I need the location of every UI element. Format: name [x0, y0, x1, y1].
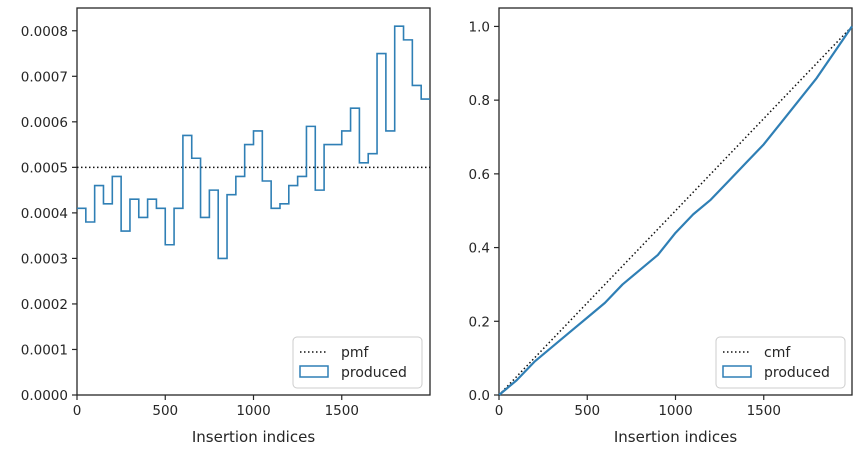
left-y-tick-label: 0.0002: [21, 297, 68, 313]
right-x-tick-label: 1000: [658, 403, 692, 419]
right-x-axis-label: Insertion indices: [614, 428, 737, 446]
left-x-tick-label: 1500: [325, 403, 359, 419]
left-data-layer: [77, 25, 430, 260]
right-y-tick-label: 0.2: [469, 314, 490, 330]
produced-cumulative-line: [498, 25, 853, 396]
right-chart: 0 500 1000 1500 0.0 0.2 0.4 0.6 0.8 1.0 Insertion…: [469, 7, 853, 446]
left-legend-produced-swatch: [299, 365, 329, 378]
right-y-tick-label: 0.6: [469, 167, 490, 183]
left-y-tick-label: 0.0000: [21, 388, 68, 404]
left-y-tick-label: 0.0004: [21, 206, 68, 222]
right-y-tick-label: 1.0: [469, 19, 490, 35]
produced-histogram-step: [77, 25, 430, 260]
left-x-tick-label: 500: [152, 403, 178, 419]
right-x-tick-label: 500: [574, 403, 600, 419]
left-y-tick-label: 0.0007: [21, 69, 68, 85]
left-y-tick-label: 0.0006: [21, 115, 68, 131]
right-legend-box: [715, 336, 846, 389]
right-y-tick-label: 0.8: [469, 93, 490, 109]
left-x-tick-label: 0: [73, 403, 82, 419]
right-legend: cmf produced: [715, 336, 846, 389]
right-x-tick-label: 1500: [747, 403, 781, 419]
left-y-tick-label: 0.0008: [21, 24, 68, 40]
right-y-tick-label: 0.0: [469, 388, 490, 404]
right-axes: 0 500 1000 1500 0.0 0.2 0.4 0.6 0.8 1.0: [469, 19, 781, 419]
left-legend-produced-label: produced: [341, 365, 407, 381]
right-x-tick-label: 0: [495, 403, 504, 419]
left-y-tick-label: 0.0005: [21, 160, 68, 176]
cmf-reference-line: [498, 25, 853, 396]
right-legend-cmf-label: cmf: [764, 345, 791, 361]
left-y-tick-label: 0.0001: [21, 342, 68, 358]
right-y-tick-label: 0.4: [469, 241, 490, 257]
left-legend-pmf-label: pmf: [341, 345, 370, 361]
left-legend: pmf produced: [292, 336, 423, 389]
left-legend-box: [292, 336, 423, 389]
right-legend-produced-swatch: [722, 365, 752, 378]
right-data-layer: [498, 25, 853, 396]
left-x-axis-label: Insertion indices: [192, 428, 315, 446]
left-x-tick-label: 1000: [236, 403, 270, 419]
left-chart: 0 500 1000 1500 0.0000 0.0001 0.0002 0.0003 0.00…: [21, 7, 431, 446]
right-legend-produced-label: produced: [764, 365, 830, 381]
left-y-tick-label: 0.0003: [21, 251, 68, 267]
left-axes: 0 500 1000 1500 0.0000 0.0001 0.0002 0.0003 0.00…: [21, 24, 359, 419]
